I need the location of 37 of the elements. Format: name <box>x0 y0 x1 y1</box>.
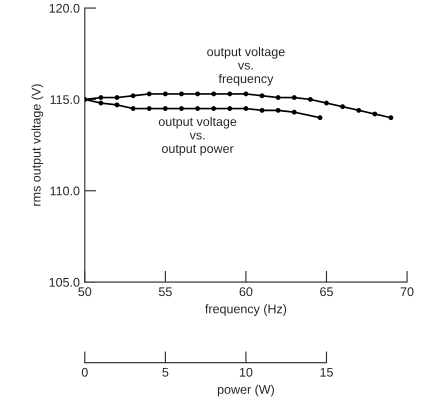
x-tick-label: 70 <box>400 287 414 296</box>
x2-tick-label: 0 <box>82 368 88 377</box>
x-axis-title: frequency (Hz) <box>205 304 286 316</box>
point <box>324 100 329 106</box>
point <box>388 115 394 120</box>
point <box>146 91 152 96</box>
point <box>162 91 168 96</box>
y-axis-title: rms output voltage (V) <box>31 84 44 206</box>
point <box>227 91 232 96</box>
point <box>243 91 248 96</box>
x2-tick-label: 10 <box>240 368 252 377</box>
point <box>356 108 362 113</box>
point <box>260 93 264 98</box>
series-label: output voltage vs. output power <box>158 116 236 156</box>
x-tick-label: 60 <box>240 287 252 296</box>
point <box>211 91 216 96</box>
point <box>195 91 200 96</box>
x2-axis-title: power (W) <box>218 384 274 396</box>
x2-tick-label: 15 <box>320 368 333 377</box>
point <box>340 104 346 110</box>
x2-tick-label: 5 <box>162 368 168 377</box>
x-tick-label: 50 <box>78 287 92 296</box>
point <box>130 93 136 98</box>
y-tick-label: 110.0 <box>50 186 80 196</box>
y-tick-label: 115.0 <box>50 95 80 104</box>
series-label: output voltage vs. frequency <box>207 47 285 86</box>
point <box>292 95 297 100</box>
y-tick-label: 120.0 <box>50 4 80 13</box>
x-tick-label: 55 <box>158 287 172 296</box>
point <box>276 95 281 100</box>
x-tick-label: 65 <box>320 287 333 296</box>
point <box>372 112 378 116</box>
point <box>98 95 104 100</box>
y-tick-label: 105.0 <box>50 278 80 287</box>
point <box>114 95 120 100</box>
point <box>179 91 184 96</box>
point <box>308 96 313 102</box>
